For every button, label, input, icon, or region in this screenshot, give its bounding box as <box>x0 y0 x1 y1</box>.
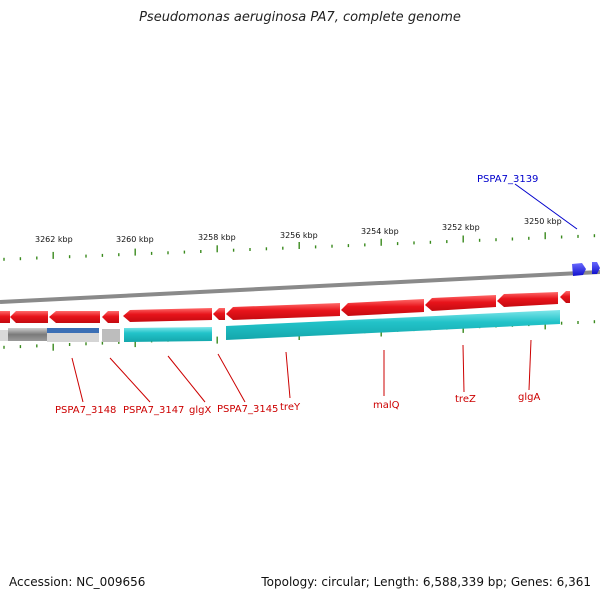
upper-tick-row <box>3 232 596 261</box>
tick-label: 3254 kbp <box>361 227 399 236</box>
leader-line <box>109 357 151 403</box>
gene-label-malQ[interactable]: malQ <box>373 400 400 411</box>
gene-label-PSPA7_3148[interactable]: PSPA7_3148 <box>55 405 116 416</box>
gene-arrow[interactable] <box>226 303 340 320</box>
gene-arrow[interactable] <box>213 308 225 320</box>
leader-line <box>71 357 84 403</box>
feature-block-light[interactable] <box>47 333 99 342</box>
gene-arrow-blue-adjacent[interactable] <box>592 262 600 274</box>
feature-block-blue[interactable] <box>47 328 99 333</box>
genome-backbone <box>0 270 600 304</box>
leader-line <box>528 339 532 391</box>
gene-arrow-PSPA7_3139[interactable] <box>572 263 586 276</box>
tick-label: 3250 kbp <box>524 217 562 226</box>
forward-gene-track <box>0 291 570 323</box>
feature-block-light[interactable] <box>0 330 8 341</box>
gene-label-glgA[interactable]: glgA <box>518 392 540 403</box>
teal-block[interactable] <box>124 327 212 342</box>
gene-arrow[interactable] <box>123 308 212 322</box>
leader-line <box>514 183 578 230</box>
gene-label-PSPA7_3139[interactable]: PSPA7_3139 <box>477 174 538 185</box>
tick-label: 3252 kbp <box>442 223 480 232</box>
leader-line <box>217 353 246 403</box>
gene-arrow[interactable] <box>497 292 558 307</box>
leader-line <box>167 355 206 403</box>
gene-arrow[interactable] <box>560 291 570 303</box>
gene-label-PSPA7_3147[interactable]: PSPA7_3147 <box>123 405 184 416</box>
gene-arrow[interactable] <box>0 311 10 323</box>
leader-line <box>285 351 291 399</box>
gene-label-PSPA7_3145[interactable]: PSPA7_3145 <box>217 404 278 415</box>
tick-label: 3258 kbp <box>198 233 236 242</box>
feature-block-gray[interactable] <box>8 328 47 341</box>
rna-track <box>124 310 560 342</box>
gene-label-glgX[interactable]: glgX <box>189 405 211 416</box>
gene-arrow[interactable] <box>341 299 424 316</box>
genome-title: Pseudomonas aeruginosa PA7, complete gen… <box>139 10 461 25</box>
gene-label-treY[interactable]: treY <box>280 402 301 413</box>
gene-arrow[interactable] <box>49 311 100 323</box>
tick-label: 3260 kbp <box>116 235 154 244</box>
tick-label: 3256 kbp <box>280 231 318 240</box>
tick-label: 3262 kbp <box>35 235 73 244</box>
leader-line <box>462 344 465 393</box>
gene-arrow[interactable] <box>425 295 496 311</box>
genome-summary: Topology: circular; Length: 6,588,339 bp… <box>261 575 591 589</box>
gene-arrow[interactable] <box>10 311 48 323</box>
feature-block-light[interactable] <box>102 329 120 342</box>
gene-label-treZ[interactable]: treZ <box>455 394 476 405</box>
accession-text: Accession: NC_009656 <box>9 575 146 589</box>
teal-block[interactable] <box>226 310 560 340</box>
gene-arrow[interactable] <box>102 311 119 323</box>
